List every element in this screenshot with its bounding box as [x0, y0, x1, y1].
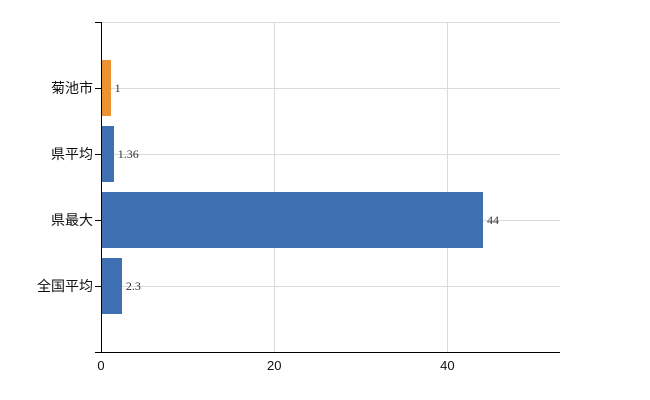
vertical-gridline: [274, 22, 276, 352]
category-tick: [95, 88, 101, 89]
x-tick-label: 0: [97, 358, 105, 373]
y-axis-line: [101, 22, 102, 352]
category-tick: [95, 286, 101, 287]
bar-value-label: 1.36: [117, 147, 139, 161]
category-label: 全国平均: [37, 278, 93, 294]
category-label: 県最大: [51, 212, 93, 228]
bar-value-label: 1: [114, 81, 121, 95]
category-tick: [95, 154, 101, 155]
bar-value-label: 44: [487, 213, 500, 227]
bar: [102, 60, 111, 116]
x-tick-label: 40: [440, 358, 455, 373]
category-label: 県平均: [51, 146, 93, 162]
plot-top-border: [101, 22, 560, 23]
horizontal-gridline: [101, 154, 560, 155]
y-axis-top-tick: [95, 22, 101, 23]
bar: [102, 192, 484, 248]
category-tick: [95, 220, 101, 221]
bar: [102, 258, 122, 314]
horizontal-gridline: [101, 88, 560, 89]
x-tick-label: 20: [266, 358, 282, 373]
plot-area: 1 1.36 44 2.3: [101, 22, 560, 352]
category-label: 菊池市: [51, 80, 93, 96]
vertical-gridline: [447, 22, 449, 352]
bar-value-label: 2.3: [125, 279, 141, 293]
horizontal-gridline: [101, 286, 560, 287]
bar: [102, 126, 114, 182]
x-axis-line: [95, 352, 560, 353]
